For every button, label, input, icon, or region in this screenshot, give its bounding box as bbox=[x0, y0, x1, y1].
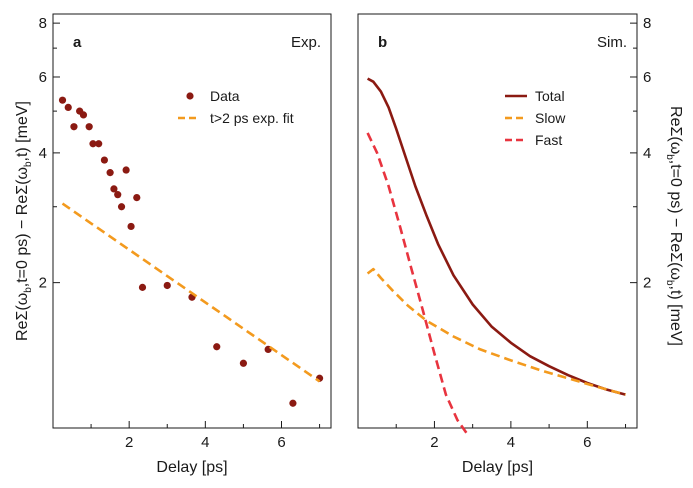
legend-label: Fast bbox=[535, 132, 562, 148]
data-point bbox=[95, 140, 103, 148]
data-point bbox=[133, 194, 141, 202]
data-point bbox=[127, 222, 135, 231]
y-tick-label: 6 bbox=[39, 69, 47, 86]
y-tick-label: 4 bbox=[643, 145, 651, 162]
series-line-t-2-ps-exp-fit bbox=[61, 202, 321, 383]
y-tick-label: 8 bbox=[39, 15, 47, 32]
x-tick-label: 2 bbox=[430, 434, 438, 451]
y-tick-label: 2 bbox=[39, 275, 47, 292]
data-point bbox=[114, 191, 122, 199]
data-point bbox=[239, 359, 248, 367]
data-point bbox=[110, 185, 118, 193]
data-point bbox=[70, 123, 78, 131]
x-tick-label: 2 bbox=[125, 434, 133, 451]
legend-label: Data bbox=[210, 88, 240, 104]
data-point bbox=[122, 166, 130, 174]
legend: Data t>2 ps exp. fit bbox=[178, 88, 294, 126]
legend-marker bbox=[186, 92, 194, 100]
plot-frame bbox=[357, 13, 638, 429]
y-tick-label: 8 bbox=[643, 15, 651, 32]
legend-label: Slow bbox=[535, 110, 566, 126]
data-point bbox=[85, 123, 93, 131]
x-tick-label: 6 bbox=[583, 434, 591, 451]
data-point bbox=[163, 281, 171, 290]
y-tick-label: 6 bbox=[643, 69, 651, 86]
data-point bbox=[64, 103, 72, 112]
panel-label: a bbox=[73, 34, 82, 51]
x-axis-label: Delay [ps] bbox=[156, 459, 227, 476]
panel-b: 2 4 6 Delay [ps] 2 4 6 8 b Sim. ReΣ(ωb,t=0 ps) − R… bbox=[357, 13, 684, 476]
legend-label: t>2 ps exp. fit bbox=[210, 110, 294, 126]
series-line-fast bbox=[366, 132, 470, 438]
data-point bbox=[106, 169, 114, 177]
legend-label: Total bbox=[535, 88, 565, 104]
y-tick-label: 4 bbox=[39, 145, 47, 162]
y-tick-label: 2 bbox=[643, 275, 651, 292]
plot-frame bbox=[52, 13, 332, 429]
y-axis-label: ReΣ(ωb,t=0 ps) − ReΣ(ωb,t) [meV] bbox=[14, 101, 34, 341]
panel-corner-label: Sim. bbox=[597, 34, 627, 51]
panel-corner-label: Exp. bbox=[291, 34, 321, 51]
x-axis-label: Delay [ps] bbox=[462, 459, 533, 476]
data-point bbox=[89, 140, 97, 148]
x-tick-label: 4 bbox=[201, 434, 209, 451]
series-line-slow bbox=[366, 267, 626, 396]
x-tick-label: 4 bbox=[507, 434, 515, 451]
data-point bbox=[100, 156, 109, 164]
data-point bbox=[213, 343, 221, 351]
data-point bbox=[138, 283, 147, 291]
data-point bbox=[117, 203, 126, 211]
data-point bbox=[79, 111, 88, 119]
panel-label: b bbox=[378, 34, 387, 51]
legend: Total Slow Fast bbox=[505, 88, 566, 148]
series-line-total bbox=[366, 77, 626, 396]
y-axis-label: ReΣ(ωb,t=0 ps) − ReΣ(ωb,t) [meV] bbox=[664, 106, 684, 346]
panel-a: 2 4 6 Delay [ps] 2 4 6 8 a Exp. ReΣ(ωb,t=0 ps) − R… bbox=[14, 13, 332, 476]
x-tick-label: 6 bbox=[277, 434, 285, 451]
data-point bbox=[58, 96, 67, 104]
data-point bbox=[289, 399, 297, 407]
